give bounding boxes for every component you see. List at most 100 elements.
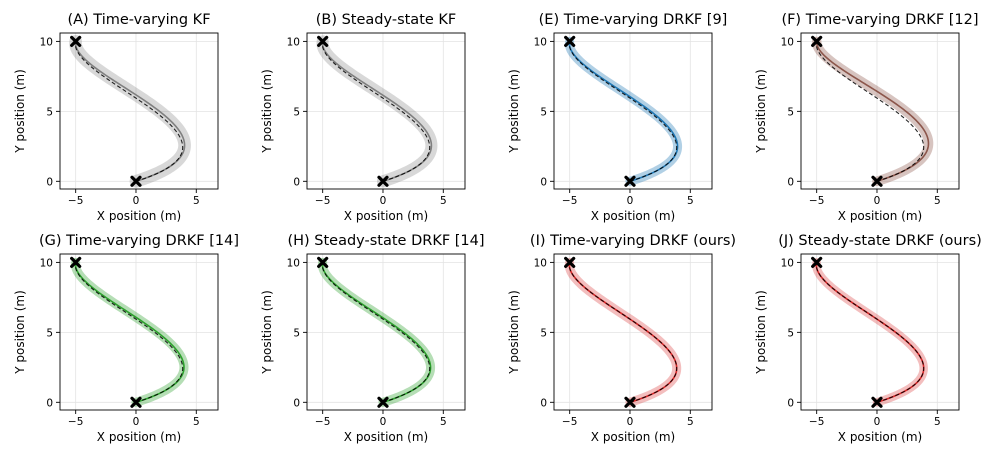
y-tick-label: 0: [46, 176, 53, 188]
x-tick-label: 5: [934, 416, 941, 428]
start-marker: [871, 175, 883, 187]
true-trajectory: [74, 262, 184, 403]
x-tick-label: −5: [562, 416, 577, 428]
y-tick-label: 5: [787, 106, 794, 118]
subplot-title: (I) Time-varying DRKF (ours): [530, 233, 736, 249]
y-tick-label: 5: [787, 327, 794, 339]
y-tick-label: 10: [781, 36, 794, 48]
goal-marker: [317, 256, 329, 268]
x-tick-label: 5: [440, 195, 447, 207]
x-tick-label: 0: [133, 416, 140, 428]
x-tick-label: 0: [380, 416, 387, 428]
x-tick-label: −5: [562, 195, 577, 207]
y-axis-label: Y position (m): [13, 69, 27, 154]
start-marker: [130, 396, 142, 408]
y-tick-label: 10: [40, 36, 53, 48]
x-tick-label: −5: [68, 416, 83, 428]
subplot-2: −5 0 5 0 5 10 X position (m) Y position (m) (B) …: [260, 12, 466, 223]
goal-marker: [811, 35, 823, 47]
x-tick-label: 0: [627, 416, 634, 428]
y-axis-label: Y position (m): [13, 290, 27, 375]
y-tick-label: 0: [540, 397, 547, 409]
y-axis-label: Y position (m): [260, 69, 274, 154]
y-tick-label: 0: [787, 176, 794, 188]
x-tick-label: 0: [627, 195, 634, 207]
subplot-title: (J) Steady-state DRKF (ours): [778, 233, 982, 249]
estimated-trajectory: [815, 41, 930, 183]
x-tick-label: 5: [193, 416, 200, 428]
subplot-title: (F) Time-varying DRKF [12]: [781, 12, 978, 28]
x-tick-label: 5: [687, 416, 694, 428]
y-tick-label: 5: [46, 327, 53, 339]
x-axis-label: X position (m): [344, 430, 428, 444]
y-axis-label: Y position (m): [260, 290, 274, 375]
y-tick-label: 0: [540, 176, 547, 188]
x-axis-label: X position (m): [344, 209, 428, 223]
y-tick-label: 5: [540, 327, 547, 339]
goal-marker: [564, 256, 576, 268]
true-trajectory: [74, 41, 184, 182]
y-axis-label: Y position (m): [754, 290, 768, 375]
true-trajectory: [815, 262, 925, 403]
subplot-title: (E) Time-varying DRKF [9]: [539, 12, 728, 28]
y-axis-label: Y position (m): [754, 69, 768, 154]
y-axis-label: Y position (m): [507, 290, 521, 375]
true-trajectory: [568, 41, 678, 182]
goal-marker: [564, 35, 576, 47]
y-tick-label: 5: [293, 106, 300, 118]
x-tick-label: 0: [874, 416, 881, 428]
subplot-title: (H) Steady-state DRKF [14]: [287, 233, 484, 249]
subplot-title: (G) Time-varying DRKF [14]: [39, 233, 239, 249]
y-tick-label: 0: [46, 397, 53, 409]
y-tick-label: 0: [787, 397, 794, 409]
x-tick-label: −5: [809, 195, 824, 207]
y-axis-label: Y position (m): [507, 69, 521, 154]
y-tick-label: 0: [293, 176, 300, 188]
goal-marker: [317, 35, 329, 47]
start-marker: [871, 396, 883, 408]
true-trajectory: [321, 41, 431, 182]
start-marker: [624, 396, 636, 408]
subplot-title: (A) Time-varying KF: [67, 12, 210, 28]
x-tick-label: −5: [68, 195, 83, 207]
true-trajectory: [321, 262, 431, 403]
y-tick-label: 10: [534, 36, 547, 48]
start-marker: [377, 175, 389, 187]
true-trajectory: [568, 262, 678, 403]
goal-marker: [70, 35, 82, 47]
y-tick-label: 10: [781, 257, 794, 269]
subplot-6: −5 0 5 0 5 10 X position (m) Y position (m) (H) …: [260, 233, 485, 444]
x-tick-label: −5: [315, 416, 330, 428]
x-axis-label: X position (m): [591, 209, 675, 223]
y-tick-label: 10: [534, 257, 547, 269]
estimated-trajectory: [321, 41, 433, 183]
subplot-3: −5 0 5 0 5 10 X position (m) Y position (m) (E) …: [507, 12, 727, 223]
x-axis-label: X position (m): [838, 430, 922, 444]
subplot-5: −5 0 5 0 5 10 X position (m) Y position (m) (G) …: [13, 233, 239, 444]
x-tick-label: 0: [380, 195, 387, 207]
x-tick-label: 5: [440, 416, 447, 428]
x-axis-label: X position (m): [97, 430, 181, 444]
subplot-7: −5 0 5 0 5 10 X position (m) Y position (m) (I) …: [507, 233, 736, 444]
y-tick-label: 5: [46, 106, 53, 118]
estimated-trajectory: [74, 41, 186, 183]
x-tick-label: −5: [809, 416, 824, 428]
y-tick-label: 10: [40, 257, 53, 269]
x-tick-label: 0: [133, 195, 140, 207]
x-tick-label: 5: [934, 195, 941, 207]
x-axis-label: X position (m): [591, 430, 675, 444]
goal-marker: [811, 256, 823, 268]
start-marker: [624, 175, 636, 187]
x-tick-label: −5: [315, 195, 330, 207]
x-tick-label: 5: [687, 195, 694, 207]
y-tick-label: 10: [287, 257, 300, 269]
start-marker: [377, 396, 389, 408]
subplot-4: −5 0 5 0 5 10 X position (m) Y position (m) (F) …: [754, 12, 979, 223]
x-axis-label: X position (m): [838, 209, 922, 223]
start-marker: [130, 175, 142, 187]
x-tick-label: 0: [874, 195, 881, 207]
subplot-8: −5 0 5 0 5 10 X position (m) Y position (m) (J) …: [754, 233, 982, 444]
y-tick-label: 5: [540, 106, 547, 118]
subplot-title: (B) Steady-state KF: [316, 12, 457, 28]
